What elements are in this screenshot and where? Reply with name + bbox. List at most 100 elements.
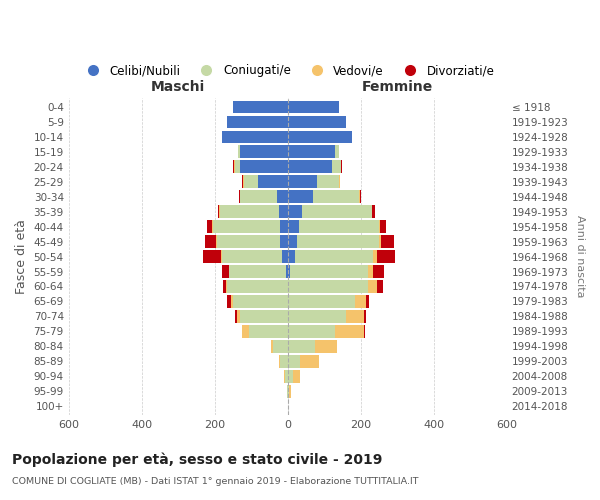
Bar [299,220,379,233]
Bar [371,206,373,218]
Bar [373,250,377,263]
Bar [335,325,364,338]
Bar [315,340,337,352]
Bar [302,206,371,218]
Bar [359,190,361,203]
Bar [331,160,341,173]
Bar [280,355,287,368]
Bar [289,385,290,398]
Bar [287,236,297,248]
Bar [368,265,373,278]
Bar [271,340,273,352]
Bar [285,370,287,382]
Legend: Celibi/Nubili, Coniugati/e, Vedovi/e, Divorziati/e: Celibi/Nubili, Coniugati/e, Vedovi/e, Di… [76,60,499,82]
Bar [355,295,366,308]
Bar [222,130,287,143]
Bar [222,265,229,278]
Bar [244,176,259,188]
Bar [287,250,295,263]
Bar [373,265,385,278]
Bar [313,190,359,203]
Bar [317,176,339,188]
Bar [233,100,287,114]
Bar [287,190,313,203]
Bar [287,160,331,173]
Bar [234,160,235,173]
Bar [240,190,277,203]
Bar [368,280,377,293]
Bar [287,206,302,218]
Bar [287,340,315,352]
Bar [242,325,250,338]
Bar [287,280,368,293]
Bar [287,370,293,382]
Bar [278,206,287,218]
Bar [287,146,335,158]
Bar [235,310,236,323]
Bar [290,265,368,278]
Bar [240,310,287,323]
Bar [205,236,216,248]
Bar [216,236,217,248]
Bar [273,340,287,352]
Bar [295,250,373,263]
Bar [221,250,222,263]
Bar [380,220,386,233]
Bar [284,370,285,382]
Bar [339,176,340,188]
Bar [242,176,243,188]
Bar [282,250,287,263]
Bar [226,280,227,293]
Bar [229,265,286,278]
Bar [381,236,394,248]
Bar [287,325,335,338]
Bar [236,310,240,323]
Bar [364,325,365,338]
Y-axis label: Fasce di età: Fasce di età [15,219,28,294]
Bar [287,400,289,412]
Bar [280,236,287,248]
Y-axis label: Anni di nascita: Anni di nascita [575,216,585,298]
Bar [346,310,364,323]
Bar [287,220,299,233]
Bar [287,385,289,398]
Bar [377,250,395,263]
Bar [206,220,212,233]
Bar [218,206,220,218]
Bar [341,160,342,173]
Bar [227,280,287,293]
Bar [287,116,346,128]
Bar [379,236,381,248]
Bar [364,310,366,323]
Bar [222,250,282,263]
Bar [203,250,221,263]
Bar [287,355,301,368]
Text: Popolazione per età, sesso e stato civile - 2019: Popolazione per età, sesso e stato civil… [12,452,382,467]
Bar [220,206,278,218]
Bar [213,220,280,233]
Bar [227,295,231,308]
Bar [278,355,280,368]
Bar [287,100,339,114]
Bar [212,220,213,233]
Bar [335,146,339,158]
Bar [277,190,287,203]
Bar [233,160,234,173]
Bar [377,280,383,293]
Bar [233,295,287,308]
Bar [287,176,317,188]
Bar [379,220,380,233]
Bar [287,310,346,323]
Bar [227,116,287,128]
Bar [287,295,355,308]
Bar [280,220,287,233]
Bar [287,130,352,143]
Bar [231,295,233,308]
Bar [297,236,379,248]
Bar [301,355,319,368]
Bar [223,280,226,293]
Text: COMUNE DI COGLIATE (MB) - Dati ISTAT 1° gennaio 2019 - Elaborazione TUTTITALIA.I: COMUNE DI COGLIATE (MB) - Dati ISTAT 1° … [12,478,419,486]
Bar [240,160,287,173]
Text: Maschi: Maschi [151,80,205,94]
Bar [239,190,240,203]
